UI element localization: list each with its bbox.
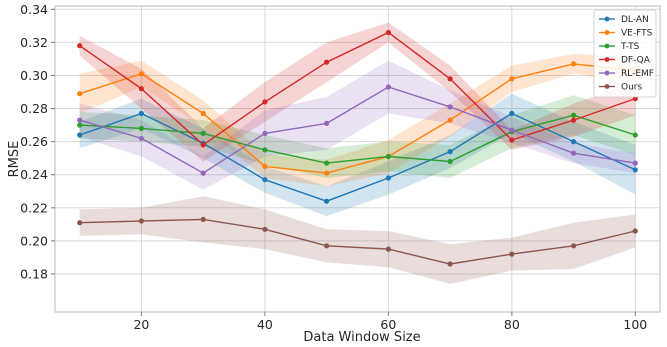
point-ve-fts	[571, 61, 576, 66]
point-rl-emf	[448, 104, 453, 109]
point-rl-emf	[201, 171, 206, 176]
point-ours	[139, 218, 144, 223]
y-ticks: 0.18 0.20 0.22 0.24 0.26 0.28 0.30 0.32 0.34	[20, 2, 55, 282]
y-tick-label: 0.22	[20, 200, 48, 215]
point-rl-emf	[571, 151, 576, 156]
point-ours	[571, 243, 576, 248]
legend-swatch-marker	[605, 44, 610, 49]
point-t-ts	[139, 126, 144, 131]
legend-label: RL-EMF	[621, 69, 654, 79]
y-tick-label: 0.18	[20, 266, 48, 281]
point-rl-emf	[77, 118, 82, 123]
legend-label: VE-FTS	[621, 29, 653, 39]
y-tick-label: 0.26	[20, 134, 48, 149]
legend-label: DL-AN	[621, 15, 649, 25]
legend-label: T-TS	[620, 42, 640, 52]
y-tick-label: 0.30	[20, 68, 48, 83]
x-tick-label: 100	[623, 317, 647, 332]
y-tick-label: 0.28	[20, 101, 48, 116]
point-t-ts	[201, 131, 206, 136]
point-df-qa	[139, 86, 144, 91]
point-df-qa	[201, 142, 206, 147]
point-t-ts	[77, 123, 82, 128]
x-tick-label: 80	[504, 317, 520, 332]
point-rl-emf	[633, 161, 638, 166]
point-rl-emf	[262, 131, 267, 136]
point-df-qa	[77, 43, 82, 48]
point-ve-fts	[262, 164, 267, 169]
point-dl-an	[139, 111, 144, 116]
point-ours	[448, 261, 453, 266]
x-ticks: 20 40 60 80 100	[133, 312, 647, 332]
point-rl-emf	[386, 84, 391, 89]
point-ve-fts	[509, 76, 514, 81]
point-ours	[509, 252, 514, 257]
y-tick-label: 0.32	[20, 35, 48, 50]
point-ve-fts	[77, 91, 82, 96]
y-tick-label: 0.24	[20, 167, 48, 182]
legend-swatch-marker	[605, 17, 610, 22]
point-t-ts	[633, 132, 638, 137]
point-t-ts	[448, 159, 453, 164]
x-axis-label: Data Window Size	[303, 330, 420, 345]
y-tick-label: 0.34	[20, 2, 48, 17]
legend-label: Ours	[621, 83, 642, 93]
x-tick-label: 40	[257, 317, 273, 332]
point-ours	[262, 227, 267, 232]
legend: DL-AN VE-FTS T-TS DF-QA RL-EMF Ours	[594, 10, 656, 97]
point-ours	[77, 220, 82, 225]
point-dl-an	[448, 149, 453, 154]
point-dl-an	[509, 111, 514, 116]
point-ve-fts	[324, 171, 329, 176]
point-dl-an	[77, 132, 82, 137]
point-dl-an	[633, 167, 638, 172]
point-t-ts	[324, 161, 329, 166]
point-df-qa	[571, 118, 576, 123]
point-ours	[386, 247, 391, 252]
point-ve-fts	[139, 71, 144, 76]
point-t-ts	[262, 147, 267, 152]
legend-swatch-marker	[605, 30, 610, 35]
point-ve-fts	[201, 111, 206, 116]
point-t-ts	[571, 113, 576, 118]
point-ours	[633, 228, 638, 233]
point-ours	[324, 243, 329, 248]
point-df-qa	[386, 30, 391, 35]
point-ve-fts	[448, 118, 453, 123]
legend-swatch-marker	[605, 57, 610, 62]
point-rl-emf	[139, 136, 144, 141]
point-dl-an	[262, 177, 267, 182]
legend-label: DF-QA	[621, 56, 651, 66]
point-ours	[201, 217, 206, 222]
point-t-ts	[386, 154, 391, 159]
y-axis-label: RMSE	[7, 141, 22, 178]
y-tick-label: 0.20	[20, 233, 48, 248]
point-dl-an	[324, 199, 329, 204]
legend-swatch-marker	[605, 71, 610, 76]
x-tick-label: 20	[133, 317, 149, 332]
point-df-qa	[262, 99, 267, 104]
point-dl-an	[571, 139, 576, 144]
point-df-qa	[324, 60, 329, 65]
point-rl-emf	[509, 128, 514, 133]
point-df-qa	[448, 76, 453, 81]
legend-swatch-marker	[605, 84, 610, 89]
point-rl-emf	[324, 121, 329, 126]
point-df-qa	[509, 137, 514, 142]
point-dl-an	[386, 175, 391, 180]
